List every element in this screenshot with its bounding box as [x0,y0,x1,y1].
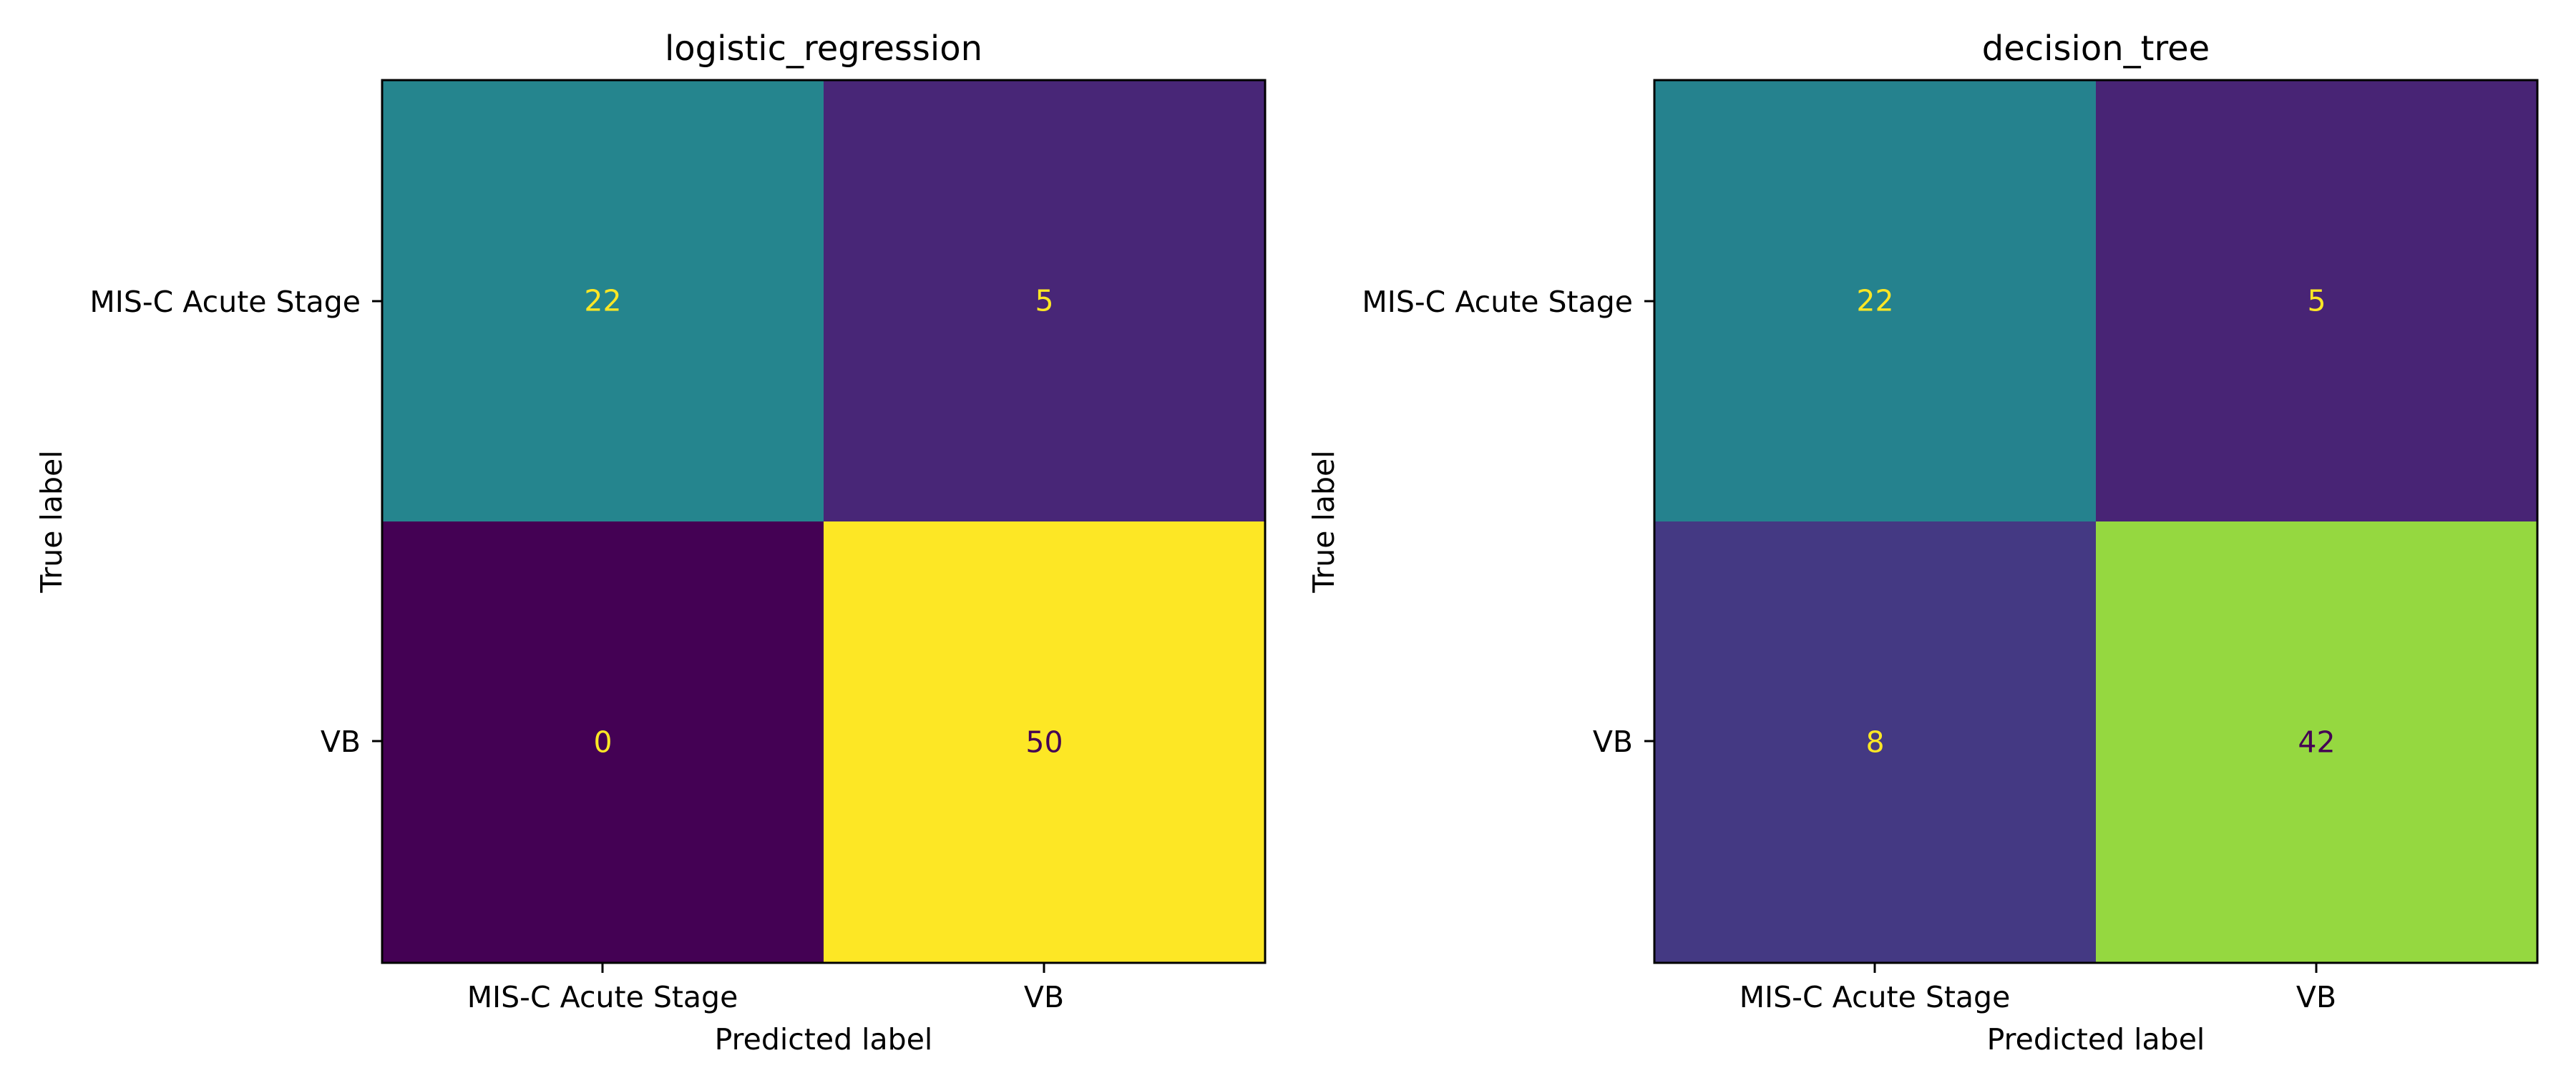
heatmap-cell [1654,521,2096,963]
y-tick-label: MIS-C Acute Stage [1362,285,1633,319]
cell-value-label: 22 [1856,284,1893,318]
cell-value-label: 0 [593,725,612,760]
x-tick-label: VB [2296,980,2336,1014]
y-tick-label: MIS-C Acute Stage [89,285,361,319]
cell-value-label: 50 [1025,725,1063,760]
chart-title: logistic_regression [665,29,982,69]
y-tick-label: VB [321,725,361,759]
x-axis-label: Predicted label [715,1022,933,1057]
x-tick-label: MIS-C Acute Stage [467,980,738,1014]
y-ticks: MIS-C Acute Stage VB [89,285,382,759]
y-ticks: MIS-C Acute Stage VB [1362,285,1654,759]
plot-frame [381,79,1267,964]
cell-value-label: 22 [584,284,621,318]
y-tick-label: VB [1593,725,1633,759]
x-ticks: MIS-C Acute Stage VB [1740,963,2336,1014]
heatmap-cell [2096,521,2537,963]
y-axis-label: True label [1307,450,1341,593]
cell-value-label: 5 [1035,284,1053,318]
heatmap-cell [824,521,1265,963]
x-ticks: MIS-C Acute Stage VB [467,963,1064,1014]
chart-title: decision_tree [1982,29,2210,69]
heatmap-cell [1654,80,2096,521]
plot-frame [1653,79,2539,964]
heatmap-cell [382,521,824,963]
x-tick-label: VB [1024,980,1064,1014]
cell-group: 22 50 50 [382,80,1265,963]
confusion-matrix-decision-tree: decision_tree 22 5 8 42 MIS-C Acute Stage V… [1307,29,2539,1057]
x-tick-label: MIS-C Acute Stage [1740,980,2011,1014]
y-axis-label: True label [34,450,69,593]
cell-group: 22 5 8 42 [1654,80,2537,963]
confusion-matrix-logistic-regression: logistic_regression 22 50 50 MIS-C Acute S… [34,29,1267,1057]
cell-value-label: 5 [2307,284,2326,318]
heatmap-cell [382,80,824,521]
cell-value-label: 8 [1865,725,1884,760]
cell-value-label: 42 [2298,725,2335,760]
heatmap-cell [824,80,1265,521]
heatmap-cell [2096,80,2537,521]
x-axis-label: Predicted label [1987,1022,2205,1057]
